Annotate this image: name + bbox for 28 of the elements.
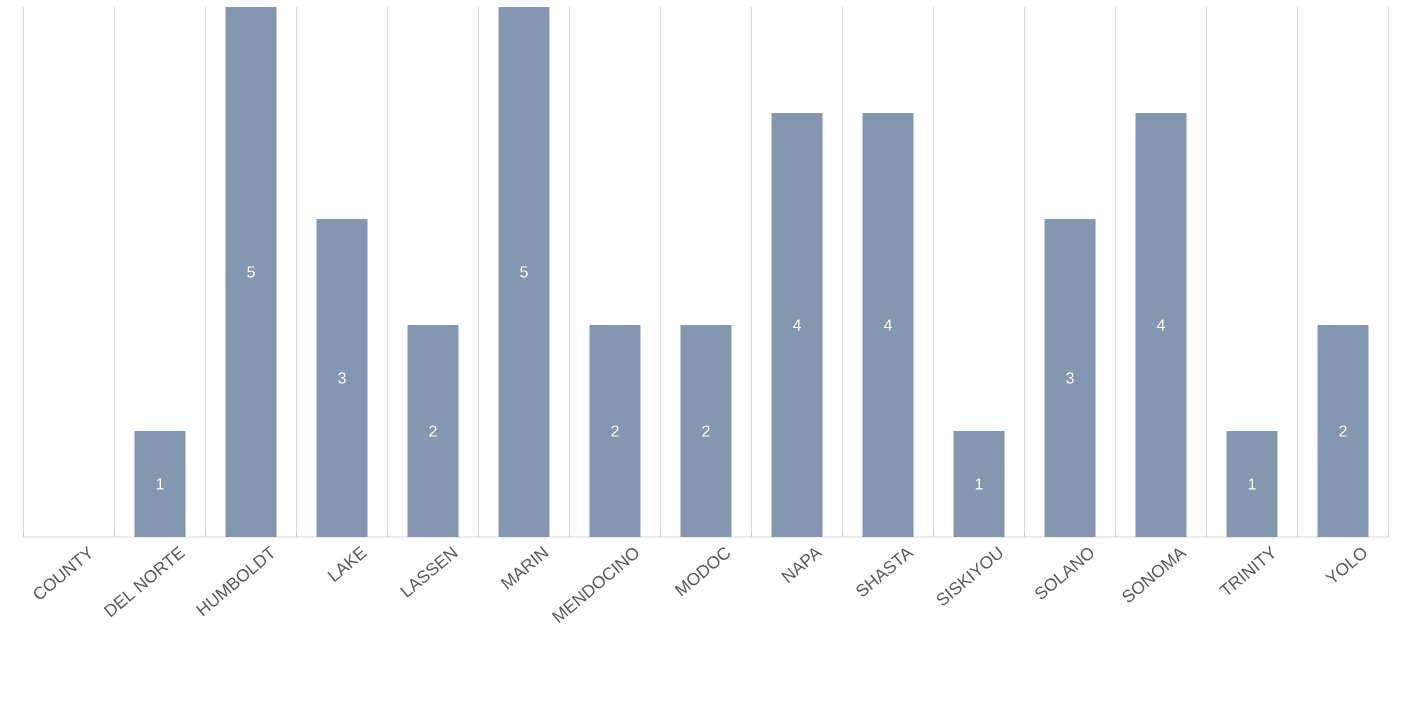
bar [862,113,914,537]
data-label: 4 [883,319,892,331]
data-label: 2 [611,425,619,437]
bar [680,325,732,537]
bar [498,7,550,537]
bar [316,219,368,537]
bar [953,431,1005,537]
data-label: 2 [702,425,710,437]
data-label: 3 [338,372,346,384]
bar [589,325,641,537]
data-label: 4 [1156,319,1165,331]
data-label: 5 [520,266,528,278]
bar [771,113,823,537]
data-label: 2 [429,425,437,437]
bar [225,7,277,537]
data-label: 4 [792,319,801,331]
data-label: 1 [1248,478,1256,490]
bar [1044,219,1096,537]
data-label: 1 [156,478,164,490]
data-label: 1 [975,478,983,490]
bar [134,431,186,537]
bar [1317,325,1369,537]
data-label: 2 [1339,425,1347,437]
bar [1135,113,1187,537]
data-label: 5 [247,266,255,278]
data-label: 3 [1066,372,1074,384]
bar [407,325,459,537]
bar [1226,431,1278,537]
